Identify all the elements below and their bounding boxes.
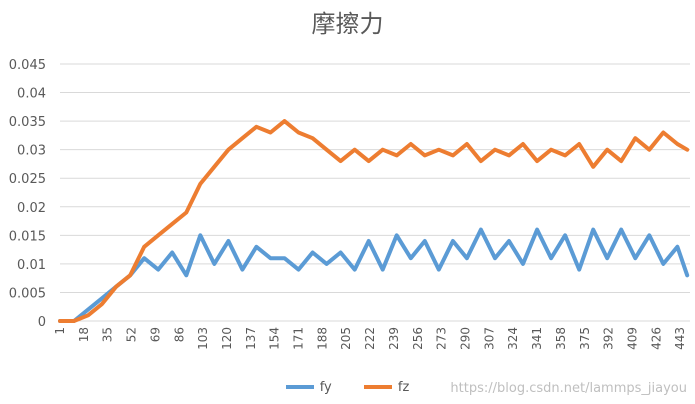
x-tick-label: 188 — [315, 327, 329, 350]
legend: fy fz — [0, 378, 695, 395]
legend-item-fz: fz — [363, 379, 410, 395]
legend-label-fy: fy — [319, 379, 332, 395]
y-tick-label: 0.015 — [9, 229, 46, 244]
x-tick-label: 239 — [387, 327, 401, 350]
x-tick-label: 69 — [148, 327, 162, 342]
x-tick-label: 273 — [435, 327, 449, 350]
y-tick-label: 0.005 — [9, 286, 46, 301]
x-tick-label: 290 — [459, 327, 473, 350]
legend-label-fz: fz — [397, 379, 410, 395]
x-tick-label: 324 — [506, 327, 520, 350]
x-tick-label: 358 — [554, 327, 568, 350]
series-line-fy — [58, 227, 690, 323]
legend-swatch-fy — [285, 385, 314, 389]
y-tick-label: 0.03 — [17, 144, 46, 159]
legend-swatch-fz — [363, 385, 392, 389]
x-tick-label: 205 — [339, 327, 353, 350]
x-tick-label: 341 — [530, 327, 544, 350]
x-tick-label: 120 — [220, 327, 234, 350]
x-tick-label: 52 — [125, 327, 139, 342]
y-tick-label: 0.02 — [17, 201, 46, 216]
x-tick-label: 137 — [244, 327, 258, 350]
x-tick-label: 1 — [53, 327, 67, 335]
x-tick-label: 86 — [172, 327, 186, 342]
x-tick-label: 392 — [602, 327, 616, 350]
y-tick-label: 0 — [38, 315, 46, 330]
x-tick-label: 426 — [649, 327, 663, 350]
x-tick-label: 154 — [268, 327, 282, 350]
x-tick-label: 256 — [411, 327, 425, 350]
x-tick-label: 375 — [578, 327, 592, 350]
series-line-fz — [58, 119, 690, 323]
y-tick-label: 0.035 — [9, 115, 46, 130]
y-tick-label: 0.04 — [17, 87, 46, 102]
x-tick-label: 443 — [673, 327, 687, 350]
y-tick-label: 0.045 — [9, 58, 46, 73]
x-tick-label: 35 — [101, 327, 115, 342]
y-tick-label: 0.01 — [17, 258, 46, 273]
x-tick-label: 18 — [77, 327, 91, 342]
legend-item-fy: fy — [285, 379, 332, 395]
x-tick-label: 307 — [482, 327, 496, 350]
x-tick-label: 222 — [363, 327, 377, 350]
x-tick-label: 409 — [625, 327, 639, 350]
chart-title: 摩擦力 — [311, 10, 384, 38]
watermark: https://blog.csdn.net/lammps_jiayou — [450, 381, 687, 396]
x-tick-label: 103 — [196, 327, 210, 350]
y-tick-label: 0.025 — [9, 172, 46, 187]
x-tick-label: 171 — [292, 327, 306, 350]
